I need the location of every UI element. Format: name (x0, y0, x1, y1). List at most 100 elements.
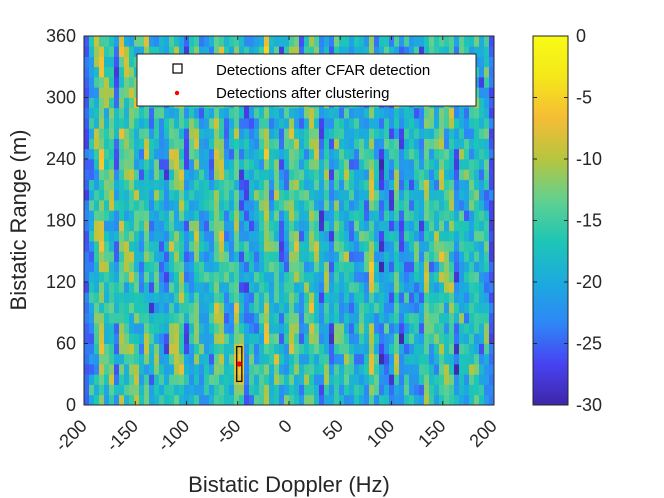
heatmap-cell (239, 384, 245, 396)
heatmap-cell (104, 87, 110, 98)
heatmap-cell (254, 302, 260, 314)
heatmap-cell (174, 241, 180, 252)
heatmap-cell (469, 107, 475, 119)
heatmap-cell (149, 189, 155, 201)
heatmap-cell (84, 230, 90, 242)
heatmap-cell (199, 148, 205, 160)
heatmap-cell (334, 302, 340, 314)
heatmap-cell (419, 241, 425, 252)
heatmap-cell (224, 230, 230, 242)
heatmap-cell (274, 292, 280, 303)
heatmap-cell (469, 159, 475, 170)
heatmap-cell (104, 230, 110, 242)
heatmap-cell (374, 394, 380, 406)
heatmap-cell (274, 384, 280, 396)
heatmap-cell (99, 261, 105, 273)
heatmap-cell (384, 107, 390, 119)
heatmap-cell (224, 302, 230, 314)
heatmap-cell (369, 271, 375, 283)
heatmap-cell (284, 138, 290, 150)
clustering-detection-dot (236, 361, 242, 367)
heatmap-cell (194, 302, 200, 314)
heatmap-cell (294, 200, 300, 211)
heatmap-cell (374, 220, 380, 232)
heatmap-cell (434, 374, 440, 385)
heatmap-cell (424, 159, 430, 170)
heatmap-cell (174, 374, 180, 385)
heatmap-cell (334, 169, 340, 180)
heatmap-cell (134, 138, 140, 150)
heatmap-cell (304, 333, 310, 344)
heatmap-cell (299, 128, 305, 139)
heatmap-cell (374, 189, 380, 201)
heatmap-cell (414, 302, 420, 314)
legend: Detections after CFAR detection Detectio… (136, 53, 477, 107)
heatmap-cell (189, 282, 195, 293)
heatmap-cell (314, 220, 320, 232)
heatmap-cell (324, 343, 330, 355)
heatmap-cell (414, 179, 420, 191)
heatmap-cell (309, 118, 315, 129)
heatmap-cell (464, 169, 470, 180)
heatmap-cell (304, 374, 310, 385)
heatmap-cell (359, 189, 365, 201)
heatmap-cell (219, 261, 225, 273)
heatmap-cell (89, 230, 95, 242)
heatmap-cell (219, 230, 225, 242)
heatmap-cell (239, 292, 245, 303)
heatmap-cell (264, 179, 270, 191)
heatmap-cell (374, 374, 380, 385)
heatmap-cell (159, 169, 165, 180)
heatmap-cell (274, 251, 280, 262)
heatmap-cell (479, 107, 485, 119)
heatmap-cell (399, 107, 405, 119)
heatmap-cell (109, 374, 115, 385)
heatmap-cell (469, 230, 475, 242)
heatmap-cell (314, 374, 320, 385)
heatmap-cell (89, 374, 95, 385)
heatmap-cell (394, 36, 400, 47)
heatmap-cell (389, 169, 395, 180)
heatmap-cell (139, 220, 145, 232)
heatmap-cell (89, 364, 95, 375)
heatmap-cell (344, 333, 350, 344)
heatmap-cell (119, 271, 125, 283)
legend-entry-clustering: Detections after clustering (216, 85, 389, 102)
heatmap-cell (409, 251, 415, 262)
heatmap-cell (464, 159, 470, 170)
heatmap-cell (229, 353, 235, 365)
heatmap-cell (284, 292, 290, 303)
heatmap-cell (489, 302, 495, 314)
heatmap-cell (404, 292, 410, 303)
heatmap-cell (254, 353, 260, 365)
heatmap-cell (159, 241, 165, 252)
heatmap-cell (84, 323, 90, 334)
heatmap-cell (479, 261, 485, 273)
heatmap-cell (139, 312, 145, 324)
heatmap-cell (174, 292, 180, 303)
heatmap-cell (284, 200, 290, 211)
heatmap-cell (389, 302, 395, 314)
heatmap-cell (464, 46, 470, 57)
heatmap-cell (384, 169, 390, 180)
heatmap-cell (119, 118, 125, 129)
heatmap-cell (299, 251, 305, 262)
heatmap-cell (104, 189, 110, 201)
heatmap-cell (364, 364, 370, 375)
heatmap-cell (434, 36, 440, 47)
heatmap-cell (94, 374, 100, 385)
heatmap-cell (184, 251, 190, 262)
heatmap-cell (254, 107, 260, 119)
heatmap-cell (299, 230, 305, 242)
heatmap-cell (314, 148, 320, 160)
heatmap-cell (484, 251, 490, 262)
heatmap-cell (159, 343, 165, 355)
heatmap-cell (264, 353, 270, 365)
heatmap-cell (354, 210, 360, 221)
heatmap-cell (404, 138, 410, 150)
heatmap-cell (274, 302, 280, 314)
heatmap-cell (394, 118, 400, 129)
heatmap-cell (249, 312, 255, 324)
heatmap-cell (369, 353, 375, 365)
heatmap-cell (264, 312, 270, 324)
